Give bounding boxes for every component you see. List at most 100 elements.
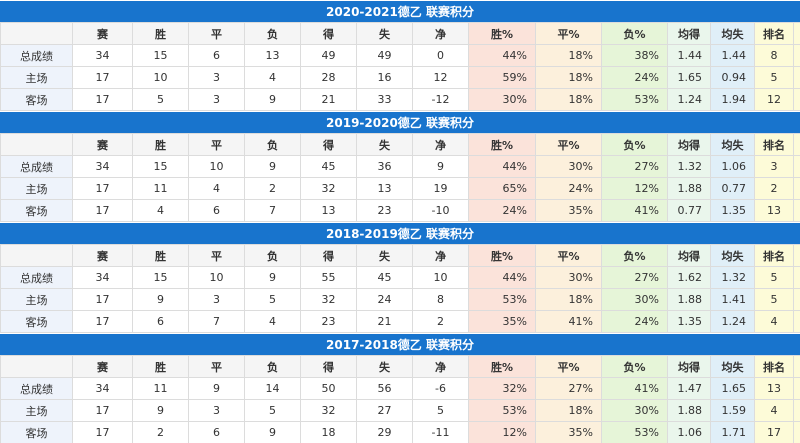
- column-header-avg-goals-for: 均得: [667, 355, 711, 378]
- column-header-drawn: 平: [188, 244, 245, 267]
- cell-played: 17: [72, 310, 133, 333]
- cell-won: 2: [132, 421, 189, 443]
- cell-avg-goals-against: 1.35: [710, 199, 755, 222]
- season-block: 2020-2021德乙 联赛积分赛胜平负得失净胜%平%负%均得均失排名积分总成绩…: [0, 0, 800, 111]
- cell-won: 15: [132, 44, 189, 67]
- cell-draw-pct: 18%: [535, 66, 602, 89]
- cell-win-pct: 44%: [468, 266, 536, 289]
- column-header-loss-pct: 负%: [601, 244, 668, 267]
- cell-avg-goals-against: 1.41: [710, 288, 755, 311]
- cell-points: 25: [793, 310, 800, 333]
- column-header-goals-against: 失: [356, 22, 413, 45]
- cell-drawn: 4: [188, 177, 245, 200]
- column-header-win-pct: 胜%: [468, 133, 536, 156]
- cell-goals-against: 33: [356, 88, 413, 111]
- season-title: 2018-2019德乙 联赛积分: [0, 222, 800, 244]
- cell-lost: 9: [244, 155, 301, 178]
- column-header-avg-goals-against: 均失: [710, 355, 755, 378]
- cell-won: 6: [132, 310, 189, 333]
- cell-played: 17: [72, 399, 133, 422]
- cell-row-label: 客场: [0, 88, 73, 111]
- cell-goal-diff: 2: [412, 310, 469, 333]
- cell-avg-goals-for: 1.32: [667, 155, 711, 178]
- cell-goal-diff: 19: [412, 177, 469, 200]
- cell-drawn: 10: [188, 266, 245, 289]
- cell-draw-pct: 24%: [535, 177, 602, 200]
- cell-avg-goals-for: 1.35: [667, 310, 711, 333]
- season-block: 2019-2020德乙 联赛积分赛胜平负得失净胜%平%负%均得均失排名积分总成绩…: [0, 111, 800, 222]
- cell-win-pct: 53%: [468, 288, 536, 311]
- cell-drawn: 6: [188, 199, 245, 222]
- cell-avg-goals-against: 1.65: [710, 377, 755, 400]
- column-header-goals-for: 得: [300, 244, 357, 267]
- cell-lost: 9: [244, 266, 301, 289]
- cell-lost: 4: [244, 310, 301, 333]
- cell-draw-pct: 18%: [535, 399, 602, 422]
- cell-loss-pct: 27%: [601, 266, 668, 289]
- cell-win-pct: 53%: [468, 399, 536, 422]
- column-header-avg-goals-for: 均得: [667, 244, 711, 267]
- cell-draw-pct: 18%: [535, 44, 602, 67]
- cell-win-pct: 32%: [468, 377, 536, 400]
- cell-lost: 4: [244, 66, 301, 89]
- season-block: 2017-2018德乙 联赛积分赛胜平负得失净胜%平%负%均得均失排名积分总成绩…: [0, 333, 800, 443]
- cell-loss-pct: 30%: [601, 399, 668, 422]
- cell-goals-for: 13: [300, 199, 357, 222]
- cell-rank: 4: [754, 310, 794, 333]
- cell-avg-goals-against: 1.59: [710, 399, 755, 422]
- cell-row-label: 客场: [0, 310, 73, 333]
- cell-draw-pct: 35%: [535, 199, 602, 222]
- cell-goal-diff: -6: [412, 377, 469, 400]
- cell-goals-against: 49: [356, 44, 413, 67]
- cell-drawn: 10: [188, 155, 245, 178]
- cell-draw-pct: 41%: [535, 310, 602, 333]
- column-header-goals-against: 失: [356, 355, 413, 378]
- cell-played: 17: [72, 177, 133, 200]
- column-header-points: 积分: [793, 133, 800, 156]
- cell-draw-pct: 30%: [535, 266, 602, 289]
- cell-goals-against: 45: [356, 266, 413, 289]
- column-header-drawn: 平: [188, 133, 245, 156]
- cell-drawn: 3: [188, 66, 245, 89]
- cell-goals-against: 23: [356, 199, 413, 222]
- column-header-win-pct: 胜%: [468, 355, 536, 378]
- cell-loss-pct: 38%: [601, 44, 668, 67]
- cell-row-label: 主场: [0, 66, 73, 89]
- column-header-points: 积分: [793, 22, 800, 45]
- cell-rank: 5: [754, 66, 794, 89]
- standings-table: 赛胜平负得失净胜%平%负%均得均失排名积分总成绩34151094536944%3…: [0, 133, 800, 222]
- column-header-loss-pct: 负%: [601, 133, 668, 156]
- column-header-avg-goals-against: 均失: [710, 244, 755, 267]
- cell-won: 11: [132, 377, 189, 400]
- column-header-lost: 负: [244, 355, 301, 378]
- cell-rank: 13: [754, 199, 794, 222]
- cell-points: 12: [793, 421, 800, 443]
- cell-win-pct: 35%: [468, 310, 536, 333]
- cell-played: 17: [72, 88, 133, 111]
- column-header-goals-against: 失: [356, 244, 413, 267]
- cell-row-label: 总成绩: [0, 44, 73, 67]
- column-header-row-label: [0, 244, 73, 267]
- column-header-played: 赛: [72, 133, 133, 156]
- cell-rank: 8: [754, 44, 794, 67]
- season-title: 2020-2021德乙 联赛积分: [0, 0, 800, 22]
- cell-goals-for: 50: [300, 377, 357, 400]
- cell-lost: 14: [244, 377, 301, 400]
- cell-loss-pct: 41%: [601, 199, 668, 222]
- cell-goals-for: 32: [300, 399, 357, 422]
- cell-played: 34: [72, 155, 133, 178]
- cell-loss-pct: 53%: [601, 88, 668, 111]
- cell-points: 30: [793, 288, 800, 311]
- cell-played: 17: [72, 288, 133, 311]
- cell-goal-diff: -11: [412, 421, 469, 443]
- cell-drawn: 9: [188, 377, 245, 400]
- cell-lost: 2: [244, 177, 301, 200]
- cell-row-label: 主场: [0, 399, 73, 422]
- cell-avg-goals-for: 1.24: [667, 88, 711, 111]
- cell-win-pct: 65%: [468, 177, 536, 200]
